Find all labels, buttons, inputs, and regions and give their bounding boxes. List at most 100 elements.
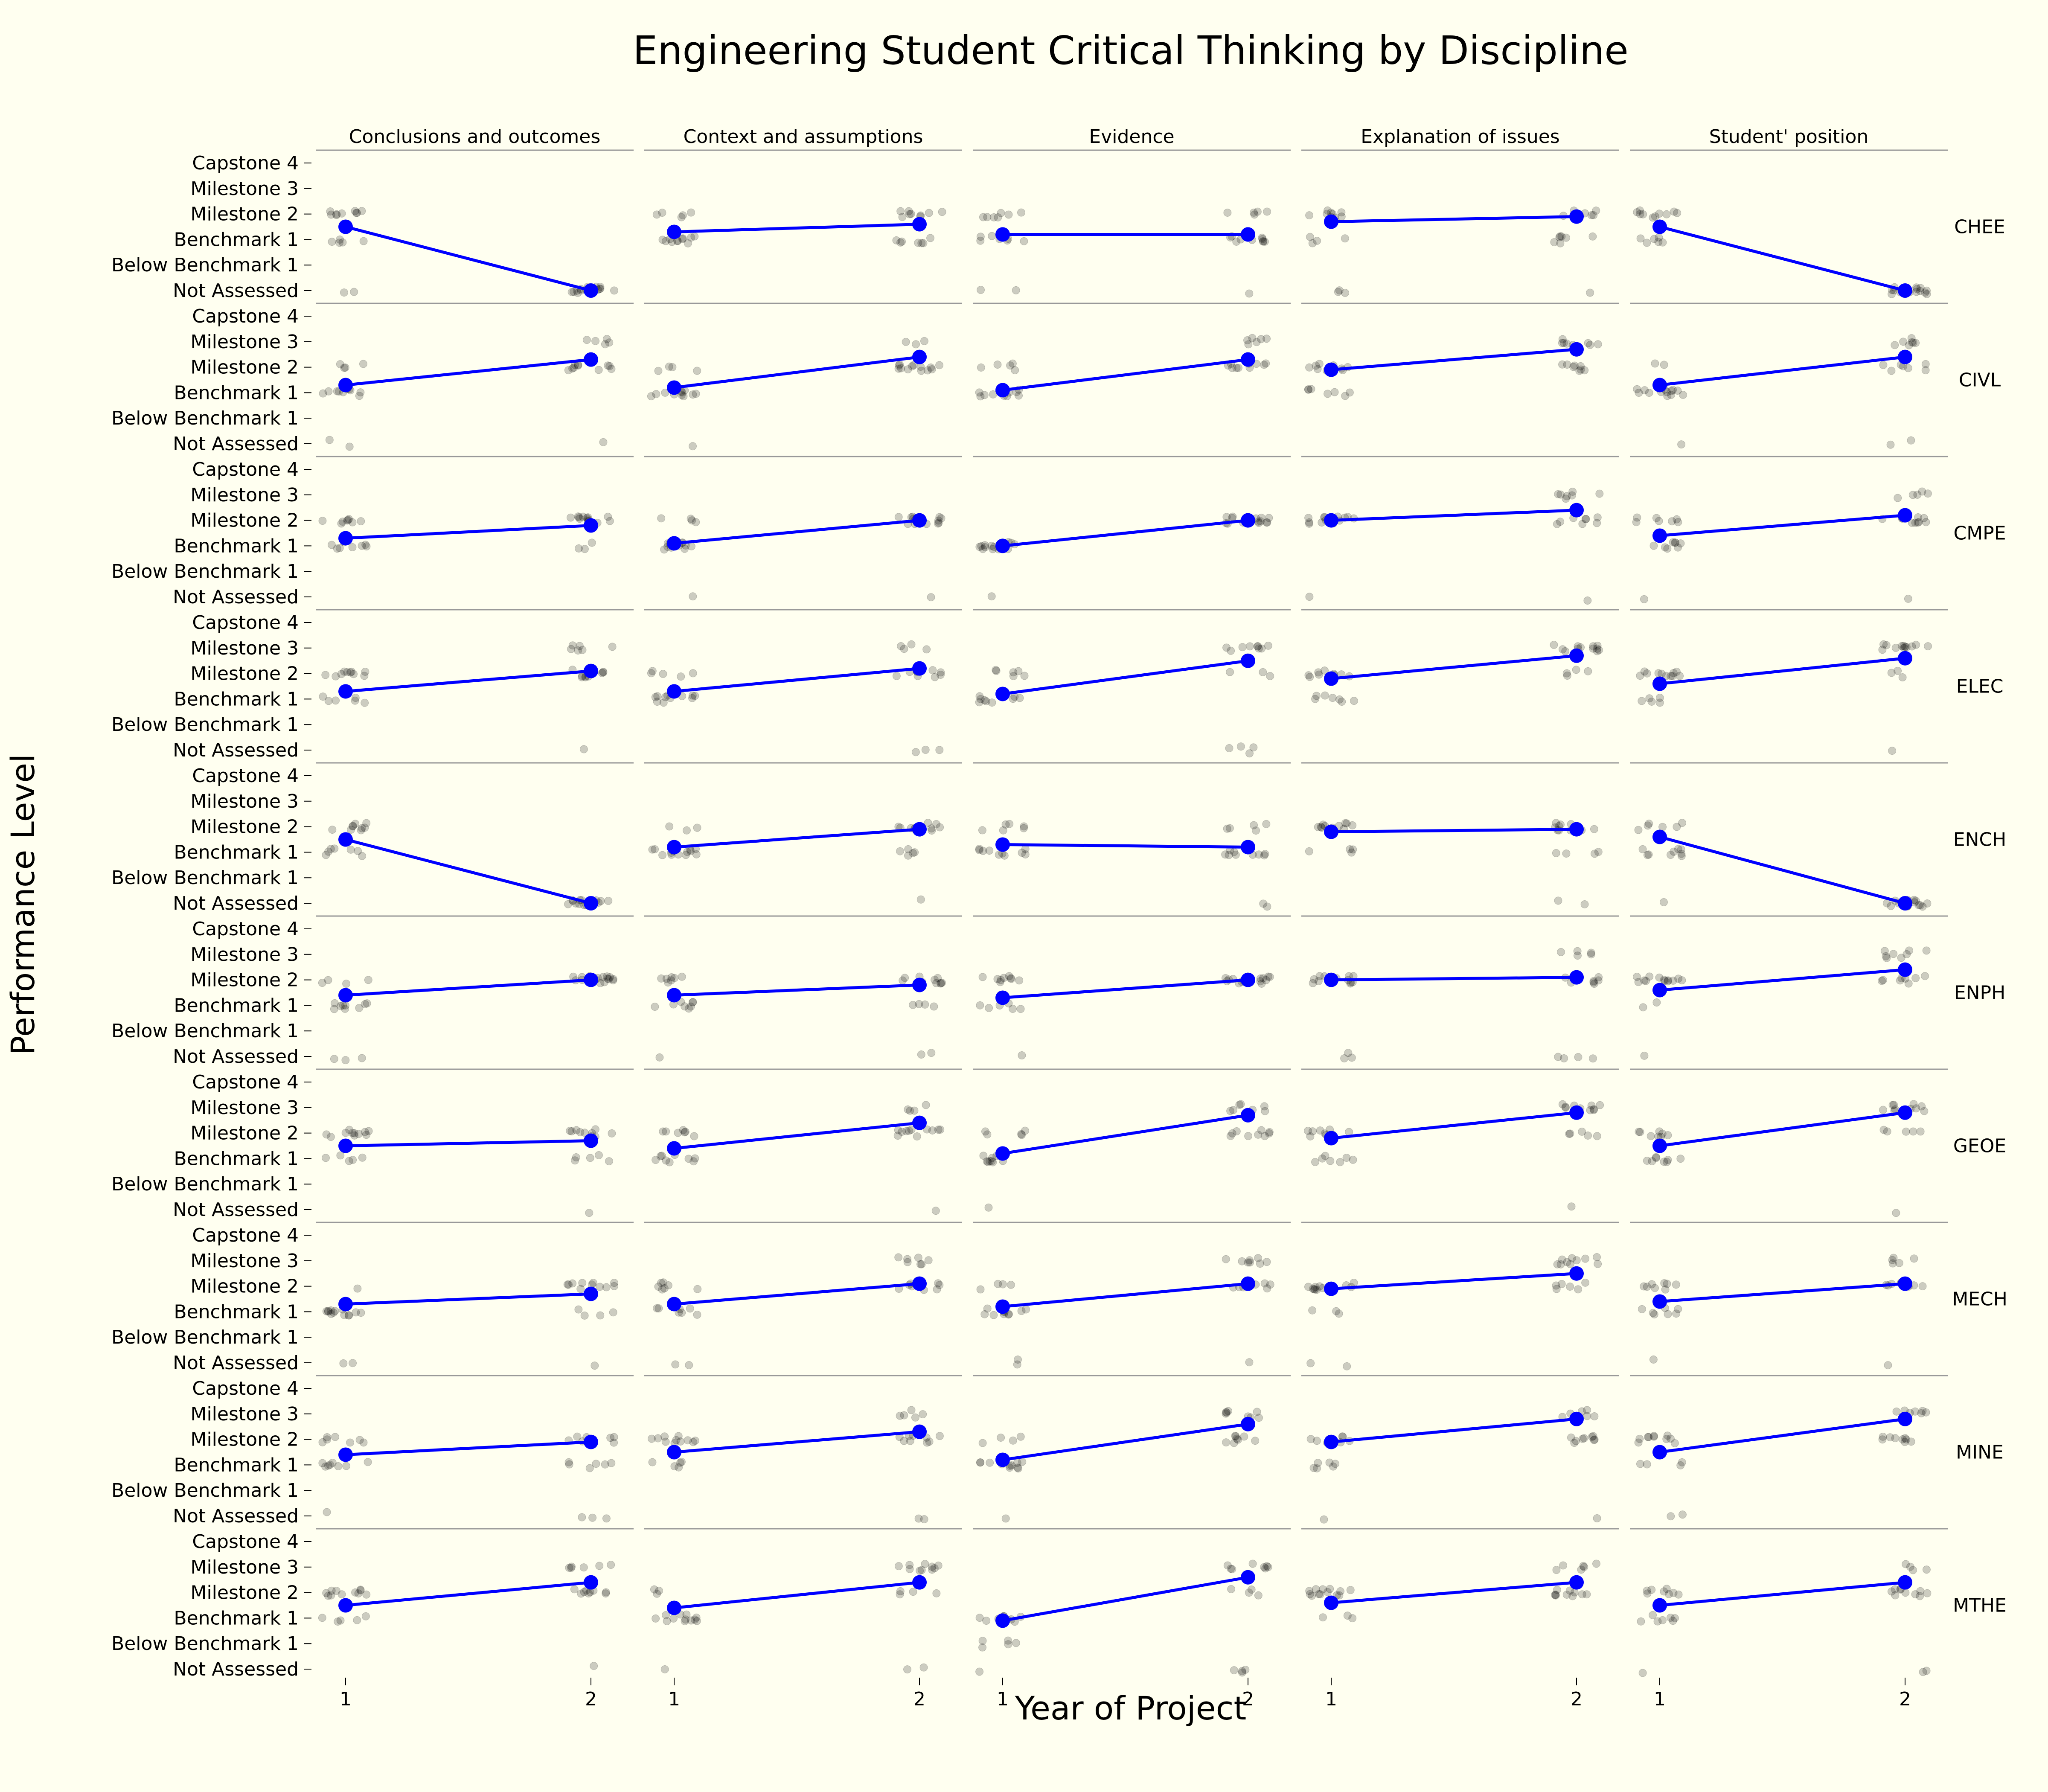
student-score-point bbox=[687, 233, 695, 242]
student-score-point bbox=[1896, 976, 1904, 985]
student-score-point bbox=[1578, 1590, 1586, 1599]
student-score-point bbox=[1320, 1515, 1328, 1524]
mean-point-year-2 bbox=[912, 1276, 927, 1291]
mean-line-ench-explanation-of-issues bbox=[1331, 828, 1577, 834]
student-score-point bbox=[917, 1260, 926, 1268]
student-score-point bbox=[907, 209, 915, 218]
student-score-point bbox=[1658, 823, 1667, 831]
student-score-point bbox=[362, 819, 371, 827]
mean-point-year-1 bbox=[338, 832, 353, 847]
student-score-point bbox=[1889, 1254, 1898, 1262]
student-score-point bbox=[1672, 1309, 1681, 1318]
y-tick-label-not-assessed: Not Assessed bbox=[173, 433, 299, 455]
student-score-point bbox=[1552, 1281, 1560, 1290]
student-score-point bbox=[1676, 1461, 1685, 1469]
student-score-point bbox=[337, 670, 346, 678]
student-score-point bbox=[339, 1359, 348, 1367]
student-score-point bbox=[338, 238, 347, 247]
student-score-point bbox=[353, 1616, 361, 1624]
y-tick-label-below-benchmark-1: Below Benchmark 1 bbox=[111, 867, 299, 889]
student-score-point bbox=[906, 1106, 914, 1115]
student-score-point bbox=[603, 972, 611, 981]
mean-point-year-2 bbox=[1569, 1105, 1584, 1120]
student-score-point bbox=[692, 390, 700, 398]
student-score-point bbox=[1898, 673, 1907, 682]
student-score-point bbox=[1254, 642, 1262, 651]
student-score-point bbox=[977, 363, 985, 372]
mean-point-year-1 bbox=[338, 1138, 353, 1153]
student-score-point bbox=[1887, 669, 1896, 677]
student-score-point bbox=[324, 976, 332, 984]
student-score-point bbox=[1305, 593, 1314, 601]
mean-line-ench-student-position bbox=[1659, 835, 1905, 905]
student-score-point bbox=[899, 976, 907, 985]
student-score-point bbox=[1233, 1434, 1241, 1443]
student-score-point bbox=[661, 693, 669, 701]
mean-point-year-2 bbox=[584, 518, 598, 533]
y-tick-label-below-benchmark-1: Below Benchmark 1 bbox=[111, 1633, 299, 1655]
chart-title: Engineering Student Critical Thinking by… bbox=[633, 28, 1629, 73]
student-score-point bbox=[1923, 489, 1932, 498]
student-score-point bbox=[894, 364, 903, 373]
student-score-point bbox=[358, 824, 366, 832]
row-label-mech: MECH bbox=[1952, 1289, 2007, 1310]
student-score-point bbox=[351, 1588, 360, 1597]
student-score-point bbox=[1014, 1464, 1022, 1473]
student-score-point bbox=[1583, 596, 1592, 605]
student-score-point bbox=[325, 436, 334, 444]
student-score-point bbox=[975, 1667, 984, 1676]
strip-label-evidence: Evidence bbox=[1089, 126, 1174, 148]
student-score-point bbox=[1556, 490, 1565, 499]
student-score-point bbox=[1633, 513, 1641, 522]
student-score-point bbox=[1256, 974, 1265, 983]
y-tick-label-below-benchmark-1: Below Benchmark 1 bbox=[111, 254, 299, 276]
student-score-point bbox=[1676, 1155, 1685, 1163]
student-score-point bbox=[1342, 819, 1351, 828]
y-tick-label-below-benchmark-1: Below Benchmark 1 bbox=[111, 407, 299, 429]
student-score-point bbox=[607, 1459, 616, 1467]
student-score-point bbox=[1554, 896, 1562, 905]
student-score-point bbox=[1655, 973, 1664, 982]
student-score-point bbox=[919, 1410, 927, 1419]
student-score-point bbox=[689, 442, 697, 451]
student-score-point bbox=[903, 1255, 912, 1263]
student-score-point bbox=[1341, 392, 1350, 400]
student-score-point bbox=[567, 1562, 576, 1571]
student-score-point bbox=[1647, 1132, 1655, 1140]
student-score-point bbox=[1677, 849, 1686, 858]
student-score-point bbox=[1222, 513, 1231, 521]
student-score-point bbox=[928, 1562, 936, 1571]
student-score-point bbox=[936, 1126, 945, 1134]
student-score-point bbox=[1222, 1255, 1230, 1263]
student-score-point bbox=[349, 1359, 357, 1367]
student-score-point bbox=[983, 1157, 991, 1166]
student-score-point bbox=[567, 288, 576, 296]
student-score-point bbox=[568, 1279, 577, 1288]
student-score-point bbox=[568, 641, 577, 650]
student-score-point bbox=[1005, 820, 1014, 828]
mean-point-year-1 bbox=[995, 383, 1010, 398]
student-score-point bbox=[692, 518, 700, 527]
student-score-point bbox=[1907, 436, 1915, 445]
student-score-point bbox=[352, 209, 361, 217]
student-score-point bbox=[653, 1589, 661, 1598]
student-score-point bbox=[1555, 233, 1564, 241]
student-score-point bbox=[1335, 1309, 1343, 1318]
student-score-point bbox=[575, 515, 584, 523]
student-score-point bbox=[591, 1125, 599, 1134]
student-score-point bbox=[896, 238, 905, 247]
student-score-point bbox=[364, 976, 372, 984]
student-score-point bbox=[983, 1158, 992, 1167]
student-score-point bbox=[1594, 848, 1603, 856]
student-score-point bbox=[1245, 1588, 1253, 1597]
student-score-point bbox=[907, 1406, 916, 1414]
student-score-point bbox=[1305, 519, 1314, 528]
student-score-point bbox=[916, 1566, 924, 1575]
student-score-point bbox=[358, 1153, 367, 1162]
student-score-point bbox=[896, 1411, 904, 1420]
student-score-point bbox=[927, 363, 935, 372]
student-score-point bbox=[1306, 1435, 1315, 1443]
student-score-point bbox=[580, 545, 589, 553]
y-tick-label-not-assessed: Not Assessed bbox=[173, 586, 299, 608]
